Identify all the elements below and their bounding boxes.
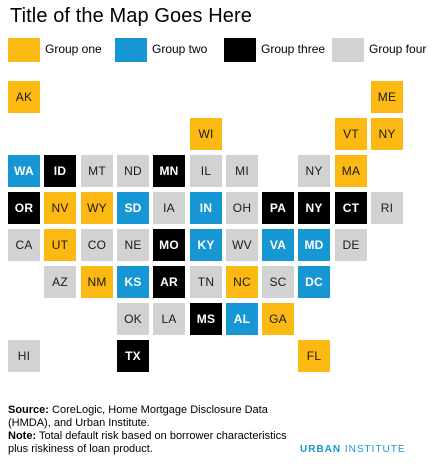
state-tile-wv: WV: [226, 229, 258, 261]
state-tile-nm: NM: [81, 266, 113, 298]
state-tile-ny: NY: [298, 155, 330, 187]
state-tile-md: MD: [298, 229, 330, 261]
state-tile-mo: MO: [153, 229, 185, 261]
note-line: Note: Total default risk based on borrow…: [8, 430, 308, 456]
state-tile-or: OR: [8, 192, 40, 224]
state-tile-fl: FL: [298, 340, 330, 372]
state-tile-id: ID: [44, 155, 76, 187]
footer-notes: Source: CoreLogic, Home Mortgage Disclos…: [8, 404, 308, 456]
state-tile-sc: SC: [262, 266, 294, 298]
state-tile-tx: TX: [117, 340, 149, 372]
state-tile-ia: IA: [153, 192, 185, 224]
legend-label-group-four: Group four: [369, 42, 427, 56]
state-tile-ga: GA: [262, 303, 294, 335]
state-tile-mi: MI: [226, 155, 258, 187]
legend-swatch-group-four: [332, 38, 364, 62]
note-text: Total default risk based on borrower cha…: [8, 430, 287, 455]
state-tile-pa: PA: [262, 192, 294, 224]
state-tile-vt: VT: [335, 118, 367, 150]
state-tile-al: AL: [226, 303, 258, 335]
state-tile-in: IN: [190, 192, 222, 224]
state-tile-az: AZ: [44, 266, 76, 298]
legend-label-group-one: Group one: [45, 42, 102, 56]
note-label: Note:: [8, 430, 37, 442]
source-label: Source:: [8, 404, 49, 416]
state-tile-nv: NV: [44, 192, 76, 224]
legend: Group one Group two Group three Group fo…: [8, 38, 428, 62]
urban-institute-logo: URBAN INSTITUTE: [300, 444, 406, 455]
state-tile-mt: MT: [81, 155, 113, 187]
state-tile-hi: HI: [8, 340, 40, 372]
state-tile-tn: TN: [190, 266, 222, 298]
legend-swatch-group-three: [224, 38, 256, 62]
state-tile-ny: NY: [371, 118, 403, 150]
brand-institute: INSTITUTE: [344, 444, 406, 455]
state-tile-wi: WI: [190, 118, 222, 150]
legend-label-group-three: Group three: [261, 42, 326, 56]
state-tile-wy: WY: [81, 192, 113, 224]
legend-swatch-group-two: [115, 38, 147, 62]
state-tile-va: VA: [262, 229, 294, 261]
state-tile-mn: MN: [153, 155, 185, 187]
state-tile-ri: RI: [371, 192, 403, 224]
state-tile-de: DE: [335, 229, 367, 261]
source-text: CoreLogic, Home Mortgage Disclosure Data…: [8, 404, 268, 429]
state-tile-ne: NE: [117, 229, 149, 261]
state-tile-ak: AK: [8, 81, 40, 113]
state-tile-ky: KY: [190, 229, 222, 261]
state-tile-nc: NC: [226, 266, 258, 298]
state-tile-ks: KS: [117, 266, 149, 298]
state-tile-ok: OK: [117, 303, 149, 335]
state-tile-la: LA: [153, 303, 185, 335]
source-line: Source: CoreLogic, Home Mortgage Disclos…: [8, 404, 308, 430]
state-tile-sd: SD: [117, 192, 149, 224]
state-tile-ca: CA: [8, 229, 40, 261]
state-tile-co: CO: [81, 229, 113, 261]
state-tile-ct: CT: [335, 192, 367, 224]
state-tile-ny: NY: [298, 192, 330, 224]
legend-label-group-two: Group two: [152, 42, 208, 56]
state-tile-ma: MA: [335, 155, 367, 187]
state-tile-nd: ND: [117, 155, 149, 187]
state-tile-me: ME: [371, 81, 403, 113]
brand-urban: URBAN: [300, 444, 342, 455]
state-tile-oh: OH: [226, 192, 258, 224]
state-tile-ms: MS: [190, 303, 222, 335]
state-tile-ut: UT: [44, 229, 76, 261]
state-tile-ar: AR: [153, 266, 185, 298]
state-tile-dc: DC: [298, 266, 330, 298]
map-title: Title of the Map Goes Here: [10, 5, 252, 27]
legend-swatch-group-one: [8, 38, 40, 62]
state-tile-il: IL: [190, 155, 222, 187]
state-tile-wa: WA: [8, 155, 40, 187]
